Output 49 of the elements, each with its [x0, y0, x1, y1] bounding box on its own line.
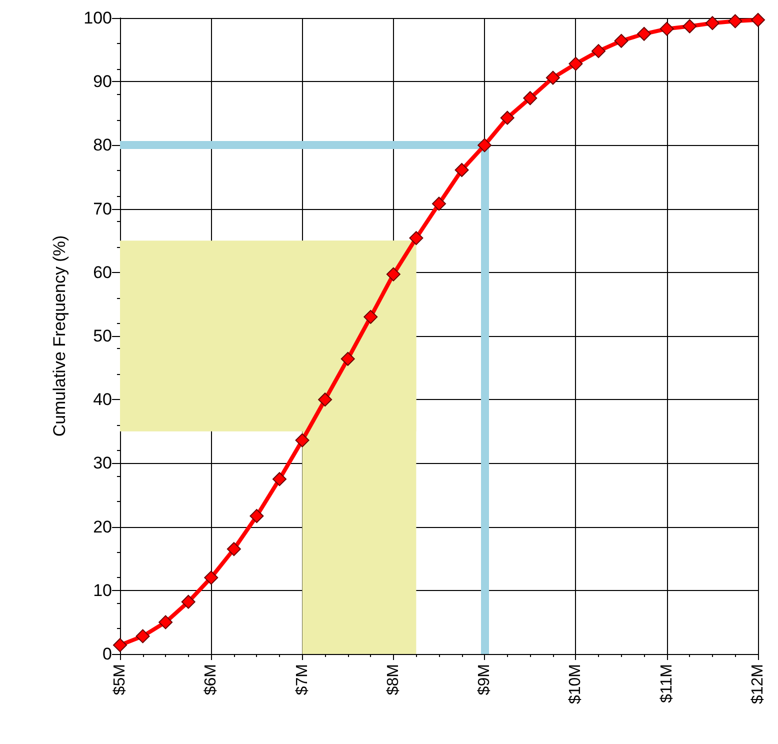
y-tick-label: 60	[93, 262, 112, 282]
y-tick-label: 80	[93, 136, 112, 155]
point	[592, 44, 606, 58]
point	[751, 12, 765, 27]
point	[318, 392, 332, 407]
point	[454, 163, 469, 178]
point	[409, 231, 424, 246]
point	[181, 594, 196, 609]
point	[660, 22, 674, 36]
point	[546, 70, 560, 85]
point	[295, 433, 310, 448]
y-tick-label: 10	[93, 580, 112, 600]
y-tick-label: 70	[93, 199, 112, 218]
x-tick-label: $12M	[750, 664, 766, 704]
point	[728, 14, 742, 28]
y-tick-label: 90	[93, 72, 112, 92]
point	[500, 110, 514, 125]
point	[136, 629, 150, 644]
y-tick-label: 40	[93, 390, 112, 410]
x-tick-label: $8M	[384, 664, 402, 696]
point	[272, 472, 286, 486]
point	[523, 91, 538, 106]
point	[226, 542, 241, 556]
x-tick-label: $6M	[202, 664, 220, 696]
point	[705, 16, 720, 30]
x-tick-label: $5M	[112, 664, 128, 696]
point	[682, 19, 697, 34]
y-axis-title: Cumulative Frequency (%)	[50, 235, 69, 437]
point	[158, 615, 173, 630]
point	[204, 570, 218, 585]
y-tick-label: 0	[102, 644, 112, 664]
point	[614, 34, 628, 48]
point	[637, 26, 652, 41]
point	[568, 56, 583, 71]
y-tick-label: 20	[93, 517, 112, 536]
x-tick-label: $9M	[476, 664, 494, 696]
x-tick-label: $7M	[294, 664, 311, 696]
point	[478, 138, 492, 152]
y-tick-label: 50	[93, 326, 112, 346]
point	[113, 638, 127, 652]
y-tick-label: 100	[84, 8, 112, 28]
x-tick-label: $11M	[658, 664, 676, 703]
point	[364, 310, 378, 324]
point	[432, 196, 446, 211]
x-tick-label: $10M	[567, 664, 584, 704]
y-tick-label: 30	[93, 454, 112, 473]
point	[340, 352, 355, 366]
point	[386, 267, 400, 282]
point	[250, 508, 264, 523]
